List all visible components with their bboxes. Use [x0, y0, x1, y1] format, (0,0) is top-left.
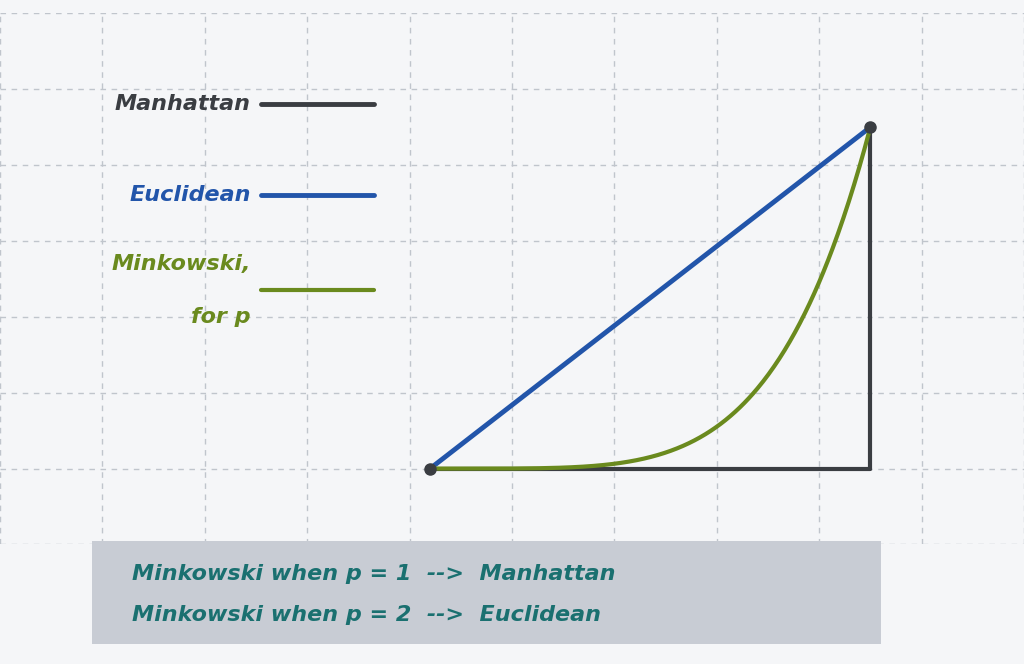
FancyBboxPatch shape	[60, 537, 912, 648]
Text: Minkowski when p = 1  -->  Manhattan: Minkowski when p = 1 --> Manhattan	[131, 564, 615, 584]
Text: Minkowski,: Minkowski,	[112, 254, 251, 274]
Text: for p: for p	[191, 307, 251, 327]
Text: Minkowski when p = 2  -->  Euclidean: Minkowski when p = 2 --> Euclidean	[131, 606, 601, 625]
Text: Manhattan: Manhattan	[115, 94, 251, 114]
Text: Euclidean: Euclidean	[129, 185, 251, 205]
